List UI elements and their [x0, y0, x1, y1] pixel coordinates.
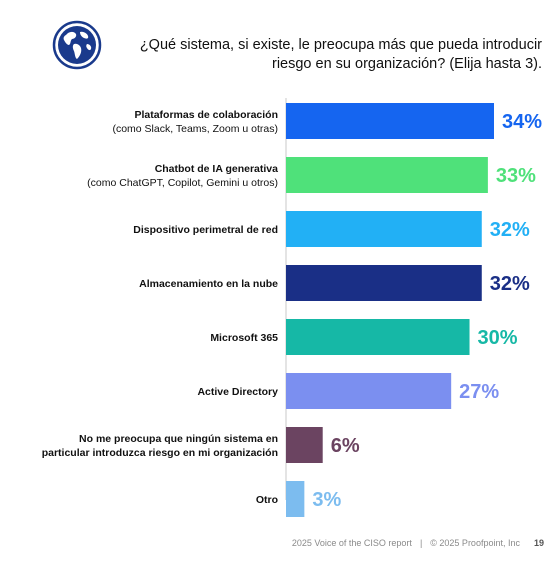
bar-chart: Plataformas de colaboración (como Slack, … [42, 98, 542, 517]
header: ¿Qué sistema, si existe, le preocupa más… [52, 20, 542, 80]
bar [286, 265, 482, 301]
page-number: 19 [533, 538, 544, 548]
category-label: (como Slack, Teams, Zoom u otras) [112, 123, 278, 135]
data-label: 32% [490, 273, 530, 295]
category-label: Chatbot de IA generativa [155, 163, 278, 175]
bar [286, 481, 305, 517]
data-label: 33% [496, 165, 536, 187]
category-label: (como ChatGPT, Copilot, Gemini u otros) [87, 177, 278, 189]
category-label: Dispositivo perimetral de red [133, 224, 278, 236]
bar [286, 103, 494, 139]
footer-report: 2025 Voice of the CISO report [291, 538, 412, 548]
category-label: No me preocupa que ningún sistema en [79, 433, 278, 445]
bar [286, 373, 452, 409]
footer-copyright: © 2025 Proofpoint, Inc [430, 538, 520, 548]
bar [286, 157, 488, 193]
category-label: Microsoft 365 [210, 332, 278, 344]
category-label: particular introduzca riesgo en mi organ… [42, 447, 278, 459]
data-label: 6% [331, 435, 360, 457]
footer: 2025 Voice of the CISO report | © 2025 P… [0, 534, 560, 554]
footer-separator: | [419, 538, 423, 548]
chart-title: ¿Qué sistema, si existe, le preocupa más… [139, 37, 542, 72]
data-label: 32% [490, 219, 530, 241]
category-label: Almacenamiento en la nube [139, 278, 278, 290]
category-label: Active Directory [197, 386, 278, 398]
data-label: 30% [478, 327, 518, 349]
data-label: 27% [459, 381, 499, 403]
data-label: 3% [312, 489, 341, 511]
category-label: Plataformas de colaboración [134, 109, 278, 121]
bar [286, 319, 470, 355]
bar [286, 211, 482, 247]
bar [286, 427, 323, 463]
data-label: 34% [502, 111, 542, 133]
category-label: Otro [256, 494, 278, 506]
globe-icon [52, 20, 102, 70]
